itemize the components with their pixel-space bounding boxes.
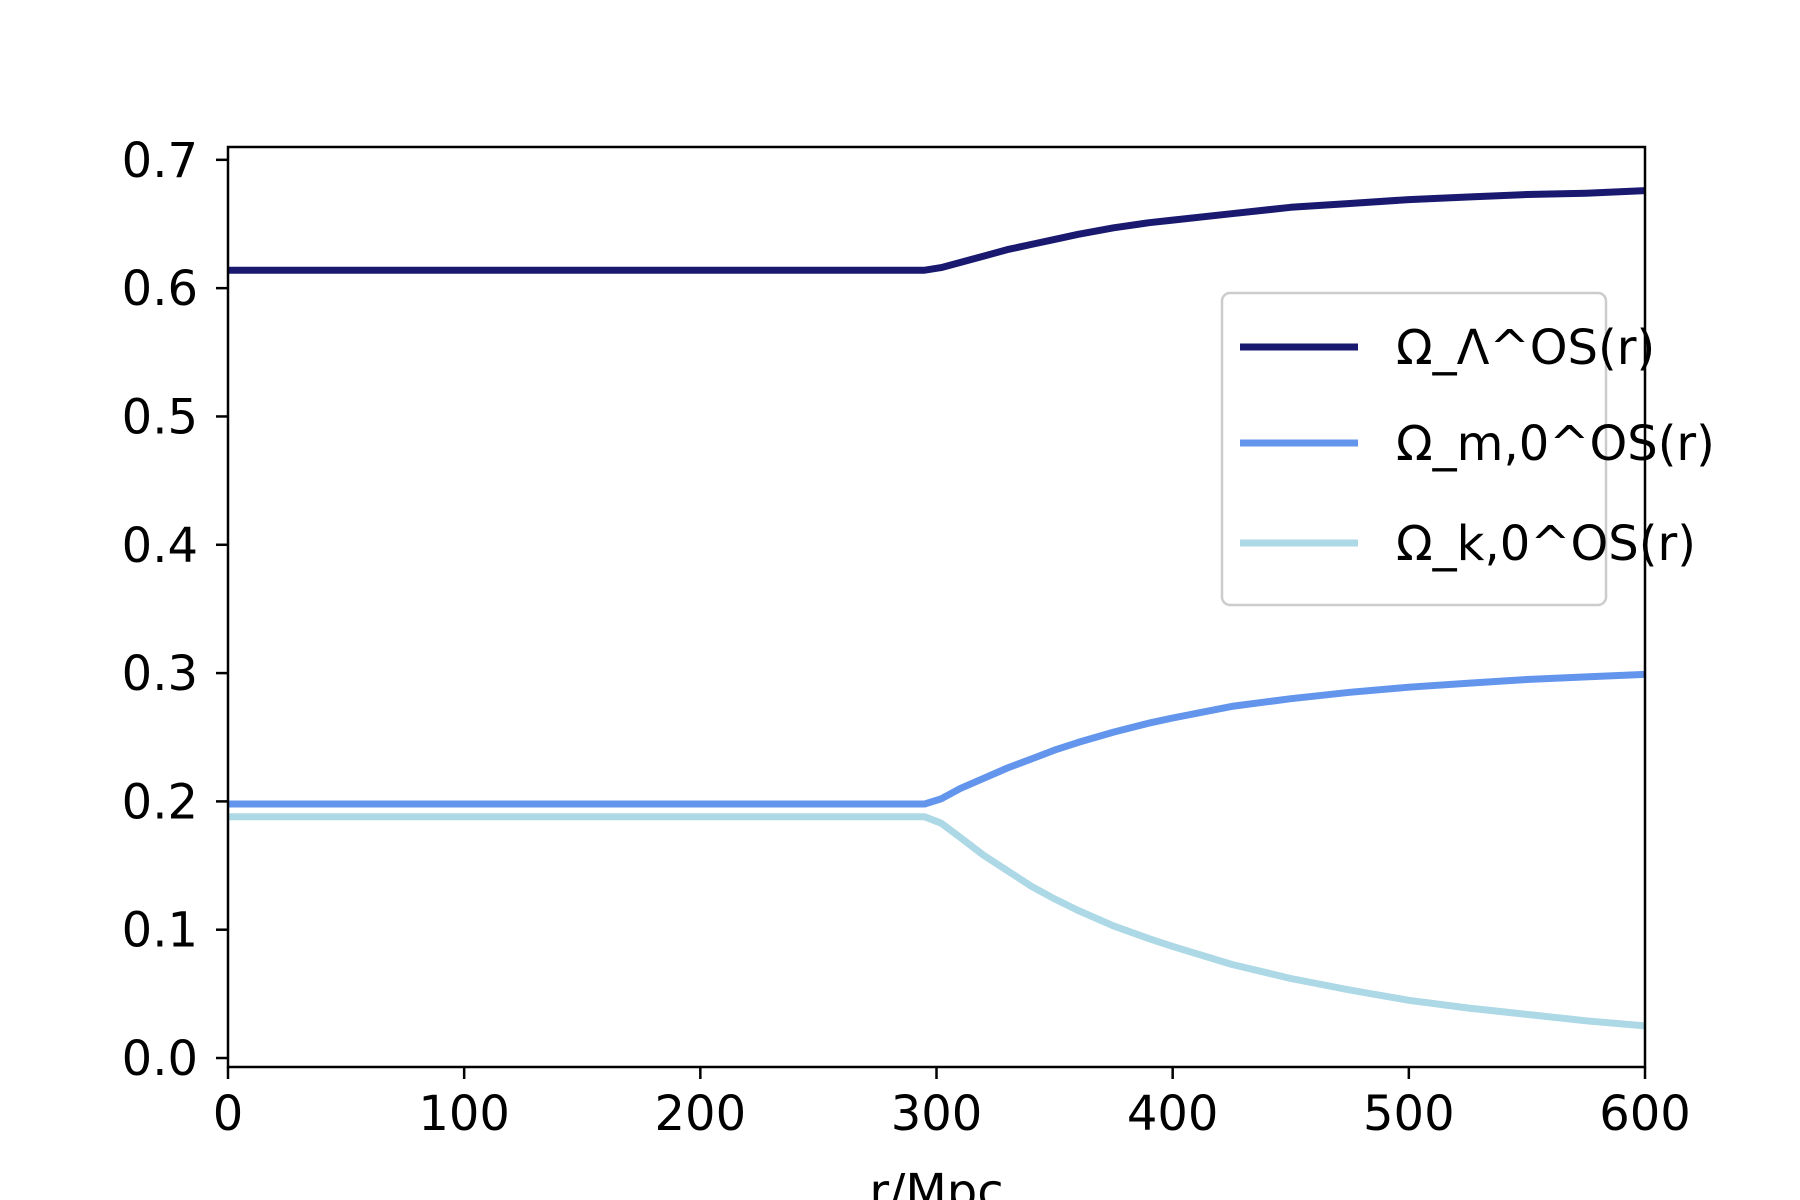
series-layer xyxy=(228,187,1646,1030)
y-tick-label: 0.0 xyxy=(122,1031,198,1087)
legend-label-2: Ω_m,0^OS(r) xyxy=(1396,416,1715,472)
legend-label-3: Ω_k,0^OS(r) xyxy=(1396,516,1696,572)
series-line-1 xyxy=(228,187,1646,274)
x-tick-label: 100 xyxy=(418,1086,510,1142)
y-tick-label: 0.6 xyxy=(122,261,198,317)
y-tick-label: 0.1 xyxy=(122,903,198,959)
x-axis-title: r/Mpc xyxy=(869,1164,1003,1200)
x-tick-label: 0 xyxy=(213,1086,244,1142)
legend: Ω_Λ^OS(r) Ω_m,0^OS(r) Ω_k,0^OS(r) xyxy=(1220,291,1715,607)
x-tick-label: 300 xyxy=(891,1086,983,1142)
series-line-3 xyxy=(228,813,1646,1030)
legend-label-1: Ω_Λ^OS(r) xyxy=(1396,320,1655,376)
x-axis: 0 100 200 300 400 500 600 xyxy=(213,1067,1691,1142)
y-tick-label: 0.5 xyxy=(122,389,198,445)
x-tick-label: 200 xyxy=(655,1086,747,1142)
legend-box xyxy=(1220,291,1608,607)
y-tick-label: 0.3 xyxy=(122,646,198,702)
x-tick-label: 600 xyxy=(1599,1086,1691,1142)
series-line-2 xyxy=(228,670,1646,808)
y-axis: 0.0 0.1 0.2 0.3 0.4 0.5 0.6 0.7 xyxy=(122,133,228,1087)
x-tick-label: 500 xyxy=(1363,1086,1455,1142)
y-tick-label: 0.4 xyxy=(122,518,198,574)
y-tick-label: 0.7 xyxy=(122,133,198,189)
x-tick-label: 400 xyxy=(1127,1086,1219,1142)
y-tick-label: 0.2 xyxy=(122,774,198,830)
